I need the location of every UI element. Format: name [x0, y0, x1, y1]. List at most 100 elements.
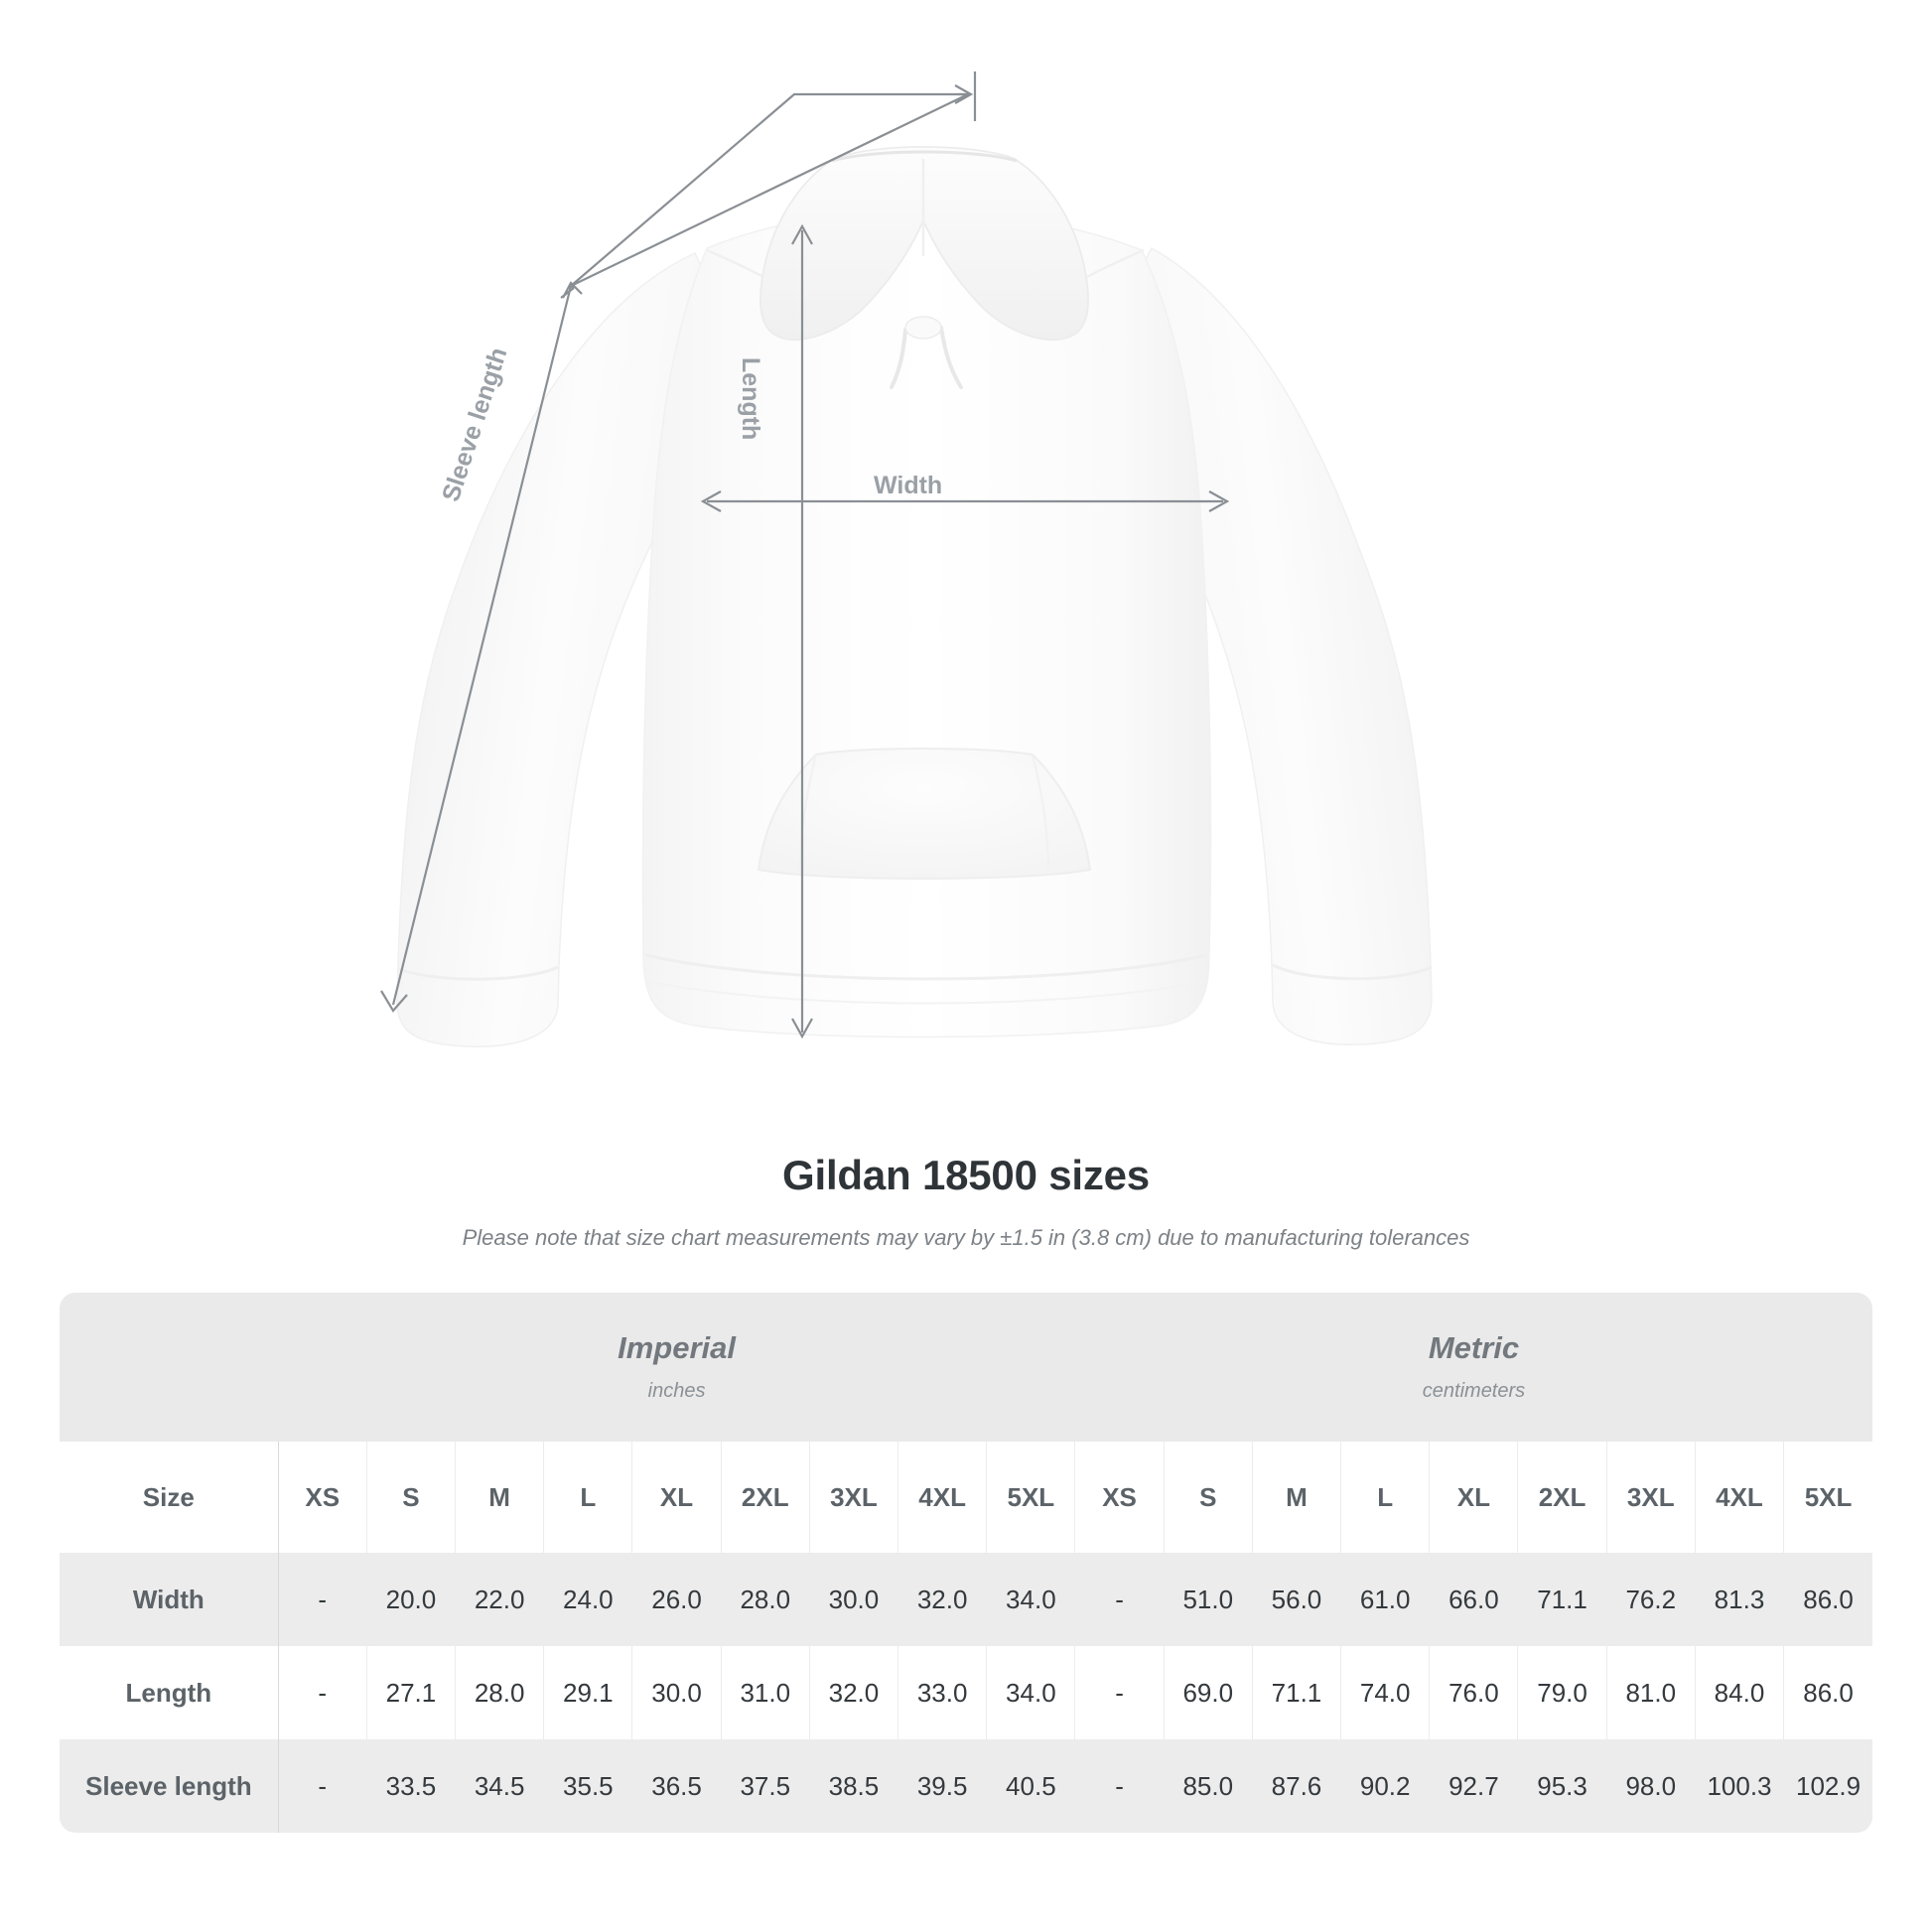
cell-sleeve-length-metric-xl: 92.7: [1429, 1739, 1519, 1833]
size-header-row: Size XS S M L XL 2XL 3XL 4XL 5XL XS S M L XL 2XL 3XL 4XL 5…: [60, 1442, 1872, 1553]
cell-width-imperial-4xl: 32.0: [897, 1553, 988, 1646]
cell-width-imperial-l: 24.0: [543, 1553, 633, 1646]
cell-sleeve-length-imperial-5xl: 40.5: [986, 1739, 1076, 1833]
unit-group-header-row: Imperial inches Metric centimeters: [60, 1293, 1872, 1442]
cell-sleeve-length-metric-s: 85.0: [1164, 1739, 1253, 1833]
cell-width-imperial-m: 22.0: [455, 1553, 545, 1646]
size-header-metric-m: M: [1252, 1442, 1342, 1553]
size-chart-table-wrapper: Imperial inches Metric centimeters Size XS S M L…: [60, 1293, 1872, 1833]
unit-group-name: Imperial: [618, 1330, 736, 1366]
cell-length-imperial-l: 29.1: [543, 1646, 633, 1739]
unit-group-imperial: Imperial inches: [278, 1293, 1075, 1442]
cell-sleeve-length-imperial-s: 33.5: [366, 1739, 457, 1833]
cell-length-imperial-xl: 30.0: [631, 1646, 722, 1739]
cell-width-metric-m: 56.0: [1252, 1553, 1342, 1646]
size-header-imperial-xl: XL: [631, 1442, 722, 1553]
row-label-width: Width: [60, 1553, 279, 1646]
table-row: Width -20.0 22.0 24.0 26.0 28.0 30.0 32.0 34.0-5…: [60, 1553, 1872, 1646]
cell-width-metric-s: 51.0: [1164, 1553, 1253, 1646]
cell-length-metric-xl: 76.0: [1429, 1646, 1519, 1739]
cell-length-metric-l: 74.0: [1340, 1646, 1431, 1739]
size-header-imperial-5xl: 5XL: [986, 1442, 1076, 1553]
row-label-sleeve-length: Sleeve length: [60, 1739, 279, 1833]
length-arrow: [791, 223, 813, 1039]
cell-length-metric-m: 71.1: [1252, 1646, 1342, 1739]
size-header-metric-5xl: 5XL: [1783, 1442, 1872, 1553]
size-header-imperial-3xl: 3XL: [809, 1442, 899, 1553]
cell-sleeve-length-imperial-xs: -: [278, 1739, 367, 1833]
size-header-imperial-2xl: 2XL: [721, 1442, 810, 1553]
page-title: Gildan 18500 sizes: [782, 1152, 1150, 1198]
cell-width-imperial-3xl: 30.0: [809, 1553, 899, 1646]
cell-width-metric-xs: -: [1074, 1553, 1165, 1646]
sleeve-callout-leader: [570, 92, 968, 287]
cell-width-imperial-s: 20.0: [366, 1553, 457, 1646]
cell-length-imperial-3xl: 32.0: [809, 1646, 899, 1739]
size-header-imperial-4xl: 4XL: [897, 1442, 988, 1553]
cell-length-metric-4xl: 84.0: [1695, 1646, 1785, 1739]
table-row: Length -27.1 28.0 29.1 30.0 31.0 32.0 33.0 34.0-…: [60, 1646, 1872, 1739]
cell-length-metric-3xl: 81.0: [1606, 1646, 1696, 1739]
cell-width-imperial-xl: 26.0: [631, 1553, 722, 1646]
cell-sleeve-length-imperial-xl: 36.5: [631, 1739, 722, 1833]
row-label-length: Length: [60, 1646, 279, 1739]
cell-length-imperial-s: 27.1: [366, 1646, 457, 1739]
size-header-imperial-xs: XS: [278, 1442, 367, 1553]
cell-width-metric-xl: 66.0: [1429, 1553, 1519, 1646]
size-header-imperial-l: L: [543, 1442, 633, 1553]
sleeve-length-arrow: [380, 281, 583, 1013]
cell-length-metric-xs: -: [1074, 1646, 1165, 1739]
size-chart-table: Imperial inches Metric centimeters Size XS S M L…: [60, 1293, 1872, 1833]
cell-width-metric-4xl: 81.3: [1695, 1553, 1785, 1646]
sleeve-callout-arrowhead: [954, 84, 974, 104]
cell-sleeve-length-imperial-l: 35.5: [543, 1739, 633, 1833]
cell-length-imperial-m: 28.0: [455, 1646, 545, 1739]
title-block: Gildan 18500 sizes Please note that size…: [0, 1152, 1932, 1251]
cell-length-metric-5xl: 86.0: [1783, 1646, 1872, 1739]
size-header-metric-4xl: 4XL: [1695, 1442, 1785, 1553]
cell-sleeve-length-imperial-4xl: 39.5: [897, 1739, 988, 1833]
size-header-label: Size: [60, 1442, 279, 1553]
cell-sleeve-length-metric-5xl: 102.9: [1783, 1739, 1872, 1833]
size-header-metric-3xl: 3XL: [1606, 1442, 1696, 1553]
size-header-imperial-s: S: [366, 1442, 457, 1553]
cell-length-imperial-xs: -: [278, 1646, 367, 1739]
size-header-metric-2xl: 2XL: [1517, 1442, 1607, 1553]
length-label: Length: [737, 357, 764, 441]
cell-width-metric-3xl: 76.2: [1606, 1553, 1696, 1646]
cell-sleeve-length-imperial-m: 34.5: [455, 1739, 545, 1833]
unit-band-spacer: [60, 1293, 279, 1442]
cell-length-metric-s: 69.0: [1164, 1646, 1253, 1739]
cell-sleeve-length-metric-l: 90.2: [1340, 1739, 1431, 1833]
cell-sleeve-length-imperial-2xl: 37.5: [721, 1739, 810, 1833]
cell-width-metric-2xl: 71.1: [1517, 1553, 1607, 1646]
unit-group-subtitle: centimeters: [1422, 1379, 1526, 1402]
cell-width-imperial-xs: -: [278, 1553, 367, 1646]
size-header-metric-xs: XS: [1074, 1442, 1165, 1553]
size-header-imperial-m: M: [455, 1442, 545, 1553]
garment-measurement-diagram: Length Width Sleeve length: [380, 71, 1433, 1047]
cell-width-imperial-2xl: 28.0: [721, 1553, 810, 1646]
cell-width-metric-5xl: 86.0: [1783, 1553, 1872, 1646]
unit-group-metric: Metric centimeters: [1074, 1293, 1872, 1442]
cell-sleeve-length-imperial-3xl: 38.5: [809, 1739, 899, 1833]
table-row: Sleeve length -33.5 34.5 35.5 36.5 37.5 38.5 39…: [60, 1739, 1872, 1833]
tolerance-note: Please note that size chart measurements…: [462, 1225, 1470, 1250]
width-label: Width: [874, 472, 943, 499]
cell-width-imperial-5xl: 34.0: [986, 1553, 1076, 1646]
size-header-metric-s: S: [1164, 1442, 1253, 1553]
cell-sleeve-length-metric-2xl: 95.3: [1517, 1739, 1607, 1833]
width-arrow: [700, 490, 1230, 512]
cell-length-metric-2xl: 79.0: [1517, 1646, 1607, 1739]
measurement-annotation-lines: [380, 71, 1230, 1039]
unit-group-name: Metric: [1428, 1330, 1520, 1366]
cell-sleeve-length-metric-xs: -: [1074, 1739, 1165, 1833]
cell-length-imperial-5xl: 34.0: [986, 1646, 1076, 1739]
cell-width-metric-l: 61.0: [1340, 1553, 1431, 1646]
hoodie-image: [396, 146, 1433, 1047]
size-header-metric-l: L: [1340, 1442, 1431, 1553]
cell-sleeve-length-metric-m: 87.6: [1252, 1739, 1342, 1833]
cell-length-imperial-4xl: 33.0: [897, 1646, 988, 1739]
cell-length-imperial-2xl: 31.0: [721, 1646, 810, 1739]
cell-sleeve-length-metric-4xl: 100.3: [1695, 1739, 1785, 1833]
